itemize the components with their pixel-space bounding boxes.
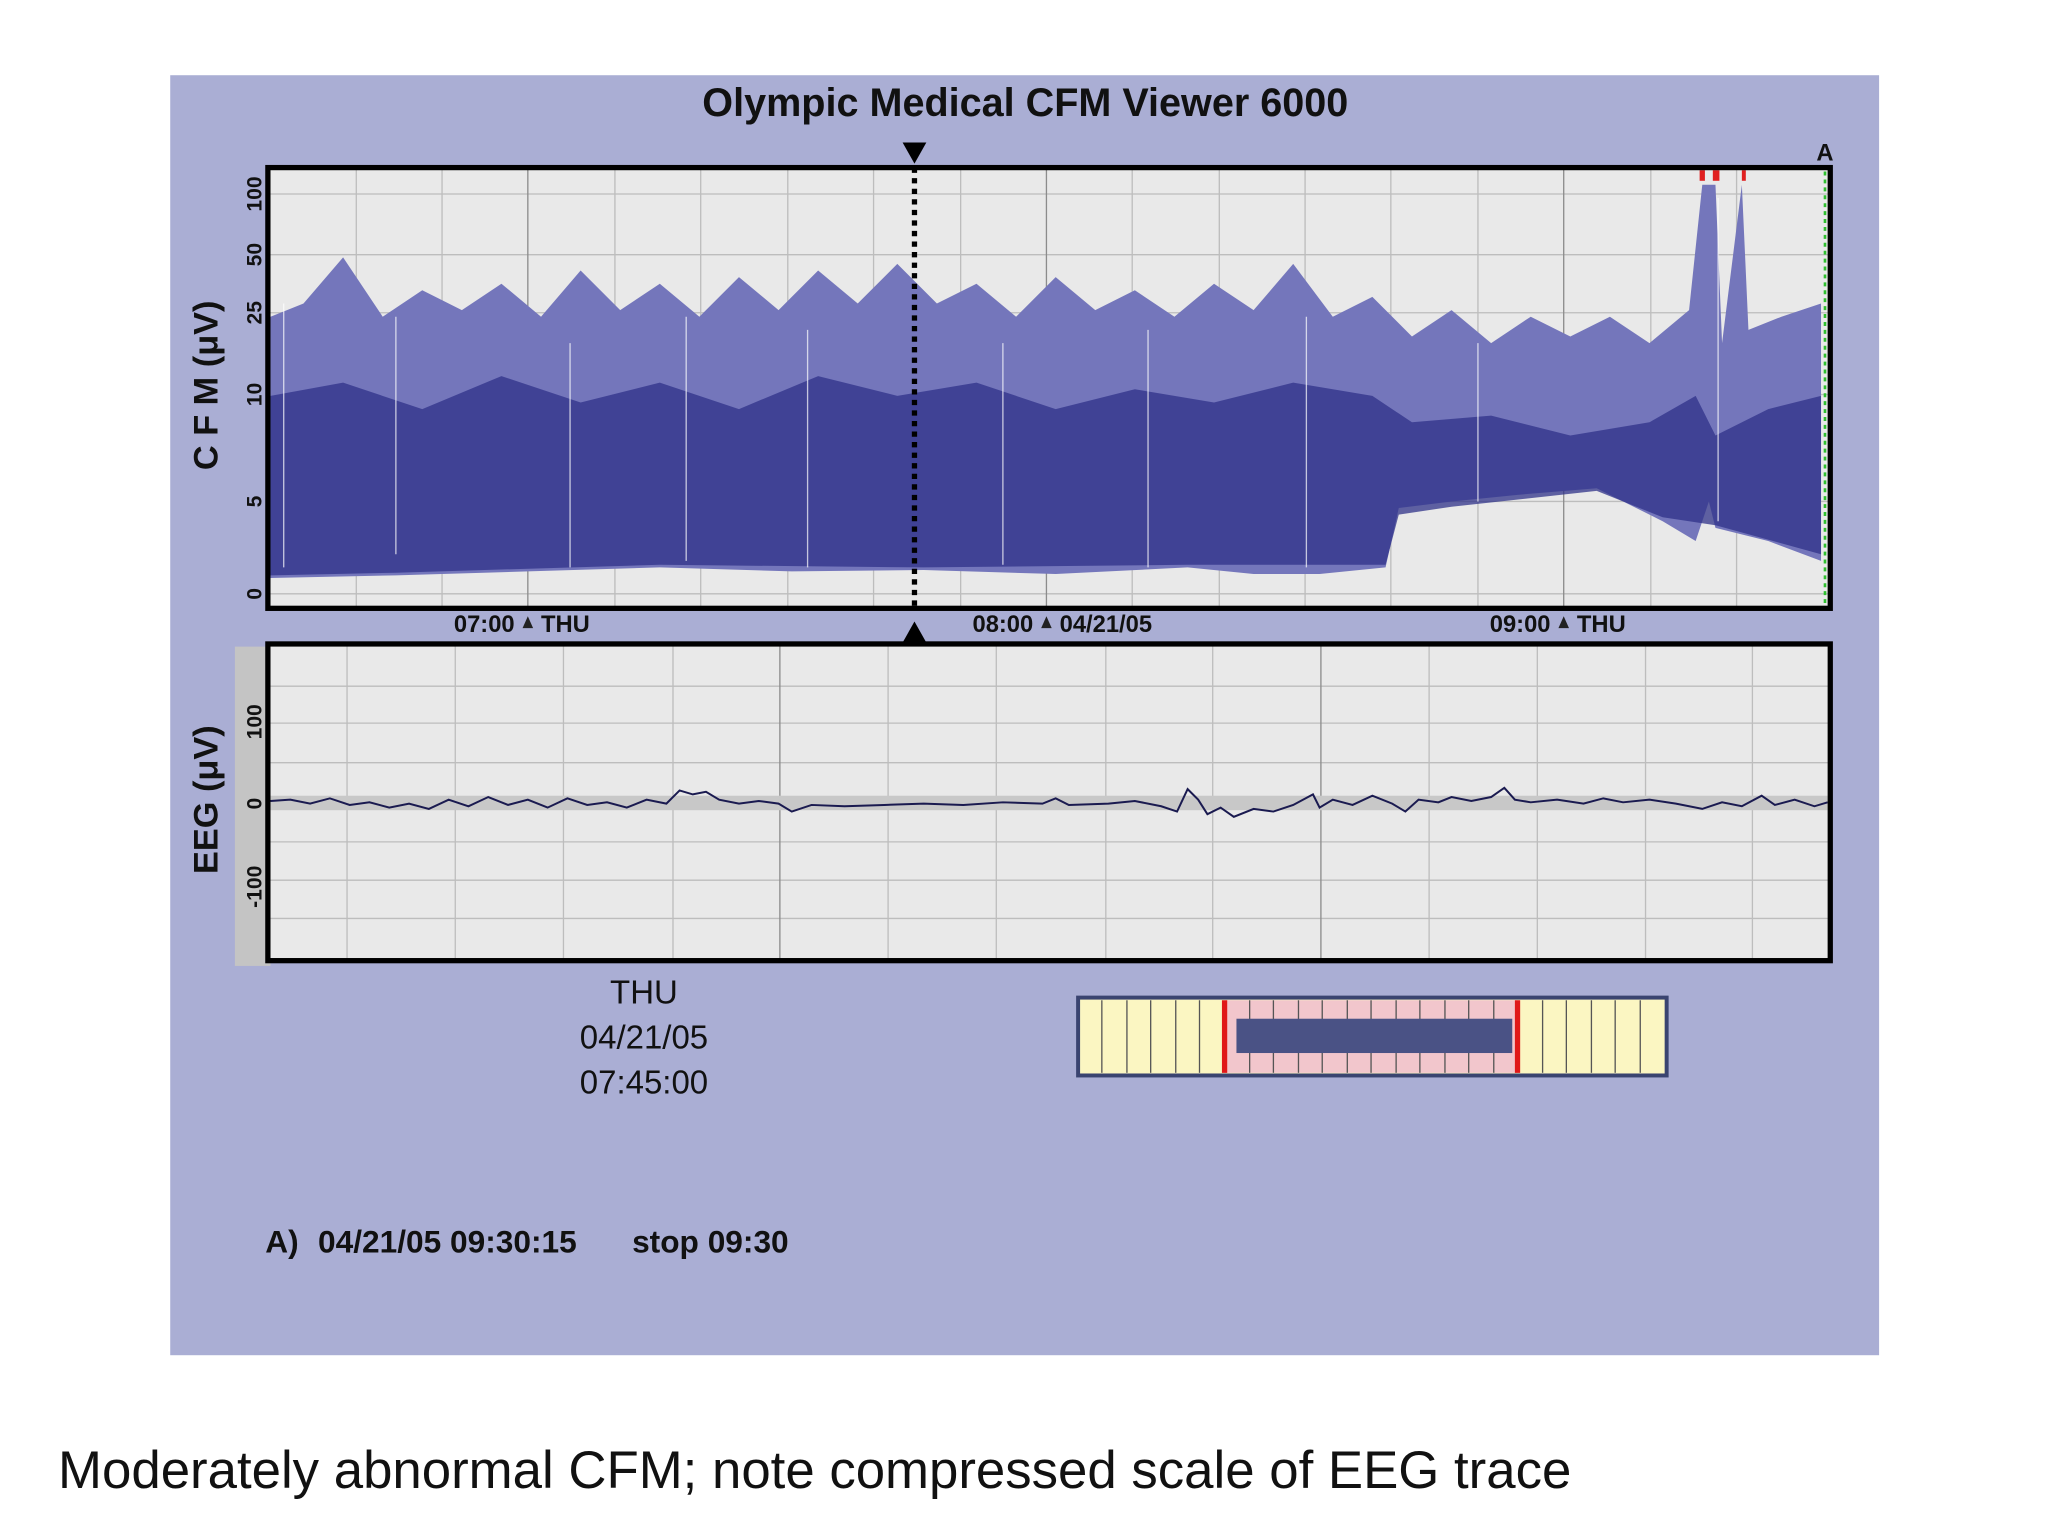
event-marker: A (1816, 140, 1833, 167)
time-tag: THU (1577, 611, 1626, 638)
eeg-scale-strip (234, 646, 271, 966)
y-tick-label: 0 (244, 588, 267, 600)
event-timestamp: 04/21/05 09:30:15 (318, 1224, 577, 1260)
y-tick-label: 50 (244, 243, 267, 266)
y-tick-label: 0 (244, 798, 267, 810)
cfm-y-ticks: 100 50 25 10 5 0 (244, 176, 267, 599)
time-label: 07:00 (454, 611, 515, 638)
time-tick (522, 616, 534, 629)
overview-thumb[interactable] (1236, 1018, 1513, 1054)
event-info: A) 04/21/05 09:30:15 stop 09:30 (265, 1224, 788, 1260)
cursor-top (902, 142, 927, 164)
time-axis: 07:00 THU 08:00 04/21/05 09:00 THU (454, 611, 1626, 638)
event-label: A) (265, 1224, 298, 1260)
eeg-y-ticks: 100 0 -100 (244, 704, 267, 908)
eeg-grid (267, 643, 1831, 961)
viewer-title: Olympic Medical CFM Viewer 6000 (702, 81, 1348, 125)
cursor-date: 04/21/05 (580, 1019, 708, 1056)
eeg-band (270, 795, 1828, 811)
y-tick-label: 10 (244, 383, 267, 406)
time-tick (1041, 616, 1052, 629)
cursor-time: 07:45:00 (580, 1063, 708, 1100)
y-tick-label: 100 (244, 176, 267, 211)
time-label: 09:00 (1490, 611, 1551, 638)
y-tick-label: 100 (244, 704, 267, 739)
cursor-readout: THU 04/21/05 07:45:00 (580, 974, 708, 1101)
time-label: 08:00 (972, 611, 1033, 638)
overview-bar[interactable] (1076, 995, 1669, 1078)
time-tag: THU (541, 611, 590, 638)
cfm-frame (265, 164, 1833, 611)
y-tick-label: 25 (244, 301, 267, 325)
cfm-y-label: C F M (μV) (188, 301, 226, 471)
eeg-trace (270, 786, 1828, 818)
cfm-gaps (283, 197, 1719, 568)
event-stop: stop 09:30 (632, 1224, 789, 1260)
y-tick-label: 5 (244, 495, 267, 507)
eeg-y-label: EEG (μV) (188, 725, 226, 874)
time-tag: 04/21/05 (1060, 611, 1152, 638)
eeg-frame (265, 641, 1833, 964)
cfm-trace-core (270, 376, 1822, 576)
y-tick-label: -100 (244, 866, 267, 908)
cursor-bottom (902, 621, 927, 643)
artifact-marks (1699, 170, 1746, 181)
cursor-day: THU (610, 974, 678, 1011)
time-tick (1558, 616, 1569, 629)
caption: Moderately abnormal CFM; note compressed… (58, 1441, 1571, 1500)
